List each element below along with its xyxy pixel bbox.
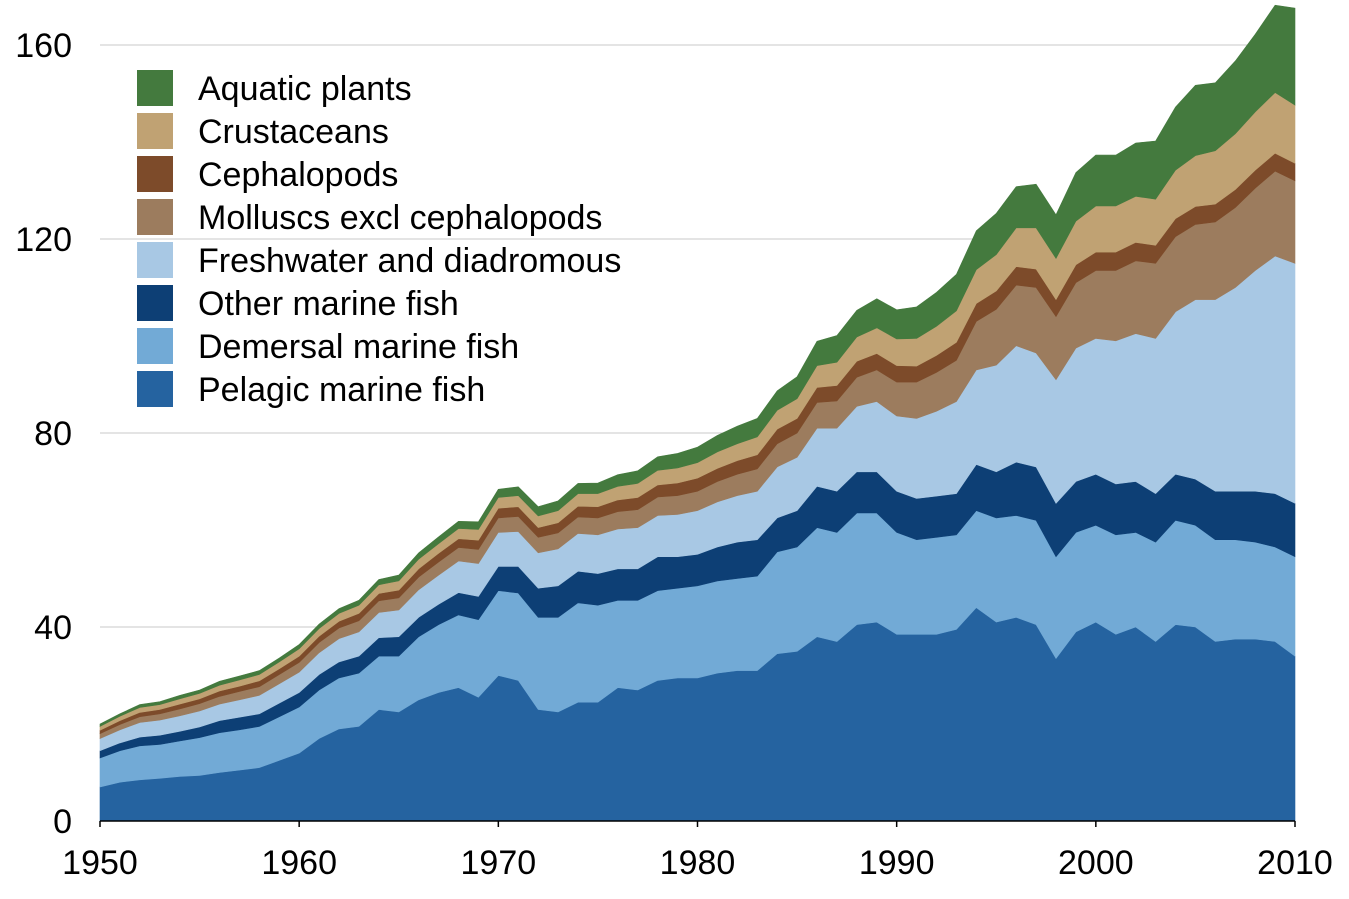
- legend-swatch-cephalopods: [137, 156, 173, 192]
- legend-swatch-molluscs-excl-cephalopods: [137, 199, 173, 235]
- legend-label-pelagic-marine-fish: Pelagic marine fish: [198, 371, 485, 409]
- legend-label-aquatic-plants: Aquatic plants: [198, 70, 412, 108]
- x-axis: 1950 1960 1970 1980 1990 2000 2010: [62, 820, 1333, 882]
- legend-label-cephalopods: Cephalopods: [198, 156, 398, 194]
- legend-swatch-crustaceans: [137, 113, 173, 149]
- x-tick-label: 1980: [660, 844, 736, 882]
- legend-swatch-pelagic-marine-fish: [137, 371, 173, 407]
- x-tick-label: 1950: [62, 844, 138, 882]
- y-tick-label: 160: [15, 27, 72, 65]
- legend: Aquatic plants Crustaceans Cephalopods Moll…: [137, 70, 621, 409]
- area-aquatic-plants: [99, 4, 1296, 727]
- x-tick-label: 2000: [1058, 844, 1134, 882]
- y-tick-label: 120: [15, 221, 72, 259]
- area-series: [99, 4, 1296, 822]
- legend-swatch-other-marine-fish: [137, 285, 173, 321]
- y-tick-label: 0: [53, 803, 72, 841]
- legend-swatch-demersal-marine-fish: [137, 328, 173, 364]
- legend-swatch-aquatic-plants: [137, 70, 173, 106]
- legend-label-other-marine-fish: Other marine fish: [198, 285, 459, 323]
- x-tick-label: 2010: [1257, 844, 1333, 882]
- y-axis: 0 40 80 120 160: [15, 27, 72, 841]
- legend-swatch-freshwater-and-diadromous: [137, 242, 173, 278]
- legend-label-crustaceans: Crustaceans: [198, 113, 389, 151]
- y-tick-label: 80: [34, 415, 72, 453]
- x-tick-label: 1960: [261, 844, 337, 882]
- x-tick-label: 1970: [461, 844, 537, 882]
- legend-label-demersal-marine-fish: Demersal marine fish: [198, 328, 519, 366]
- legend-label-molluscs-excl-cephalopods: Molluscs excl cephalopods: [198, 199, 602, 237]
- x-tick-label: 1990: [859, 844, 935, 882]
- y-tick-label: 40: [34, 609, 72, 647]
- legend-label-freshwater-and-diadromous: Freshwater and diadromous: [198, 242, 621, 280]
